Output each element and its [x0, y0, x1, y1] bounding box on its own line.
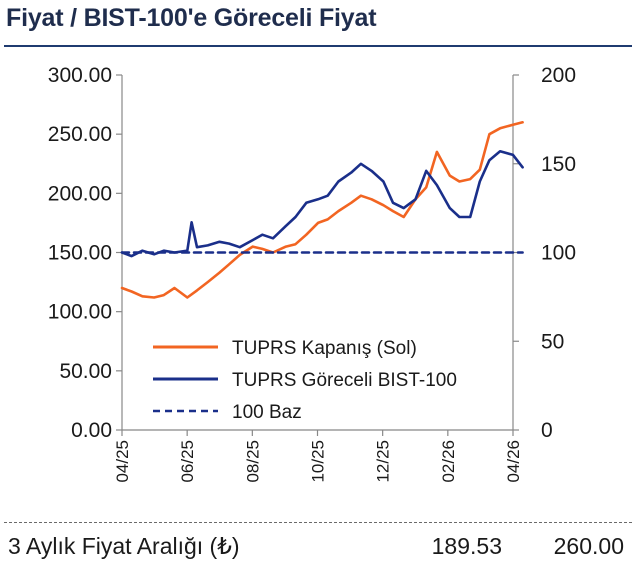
footer-divider	[4, 522, 632, 523]
left-axis-tick-label: 100.00	[48, 301, 112, 324]
left-axis-tick-label: 250.00	[48, 123, 112, 146]
series-line-tuprs-relative	[122, 151, 523, 256]
price-range-label: 3 Aylık Fiyat Aralığı (₺)	[8, 533, 240, 560]
legend-label-tuprs-close: TUPRS Kapanış (Sol)	[232, 338, 417, 359]
left-axis-tick-label: 300.00	[48, 64, 112, 87]
chart-area: 0.0050.00100.00150.00200.00250.00300.00 …	[0, 0, 636, 520]
x-axis-tick-label: 10/25	[309, 440, 328, 483]
legend-label-100-base: 100 Baz	[232, 402, 302, 423]
legend: TUPRS Kapanış (Sol) TUPRS Göreceli BIST-…	[153, 338, 457, 423]
left-axis-tick-label: 50.00	[59, 360, 112, 383]
right-axis-tick-label: 50	[541, 330, 564, 353]
left-axis-tick-label: 150.00	[48, 242, 112, 265]
right-axis-tick-label: 0	[541, 419, 553, 442]
series-layer	[122, 122, 523, 297]
x-axis-tick-label: 04/26	[504, 440, 523, 483]
x-axis-tick-label: 12/25	[374, 440, 393, 483]
series-line-tuprs-close	[122, 122, 523, 297]
left-axis-tick-label: 200.00	[48, 182, 112, 205]
legend-label-tuprs-relative: TUPRS Göreceli BIST-100	[232, 370, 457, 391]
x-axis-tick-label: 02/26	[439, 440, 458, 483]
x-axis-tick-label: 08/25	[243, 440, 262, 483]
x-axis-tick-label: 04/25	[113, 440, 132, 483]
price-range-row: 3 Aylık Fiyat Aralığı (₺) 189.53 260.00	[8, 533, 628, 567]
x-axis-ticks: 04/25 06/25 08/25 10/25 12/25 02/26 04/26	[113, 430, 523, 483]
left-axis-ticks: 0.00 50.00 100.00 150.00 200.00 250.00 300.00	[48, 64, 122, 442]
right-axis-tick-label: 150	[541, 153, 576, 176]
x-axis-tick-label: 06/25	[178, 440, 197, 483]
price-range-low: 189.53	[432, 533, 502, 560]
left-axis-tick-label: 0.00	[71, 419, 112, 442]
right-axis-tick-label: 100	[541, 242, 576, 265]
price-range-high: 260.00	[554, 533, 624, 560]
right-axis-tick-label: 200	[541, 64, 576, 87]
